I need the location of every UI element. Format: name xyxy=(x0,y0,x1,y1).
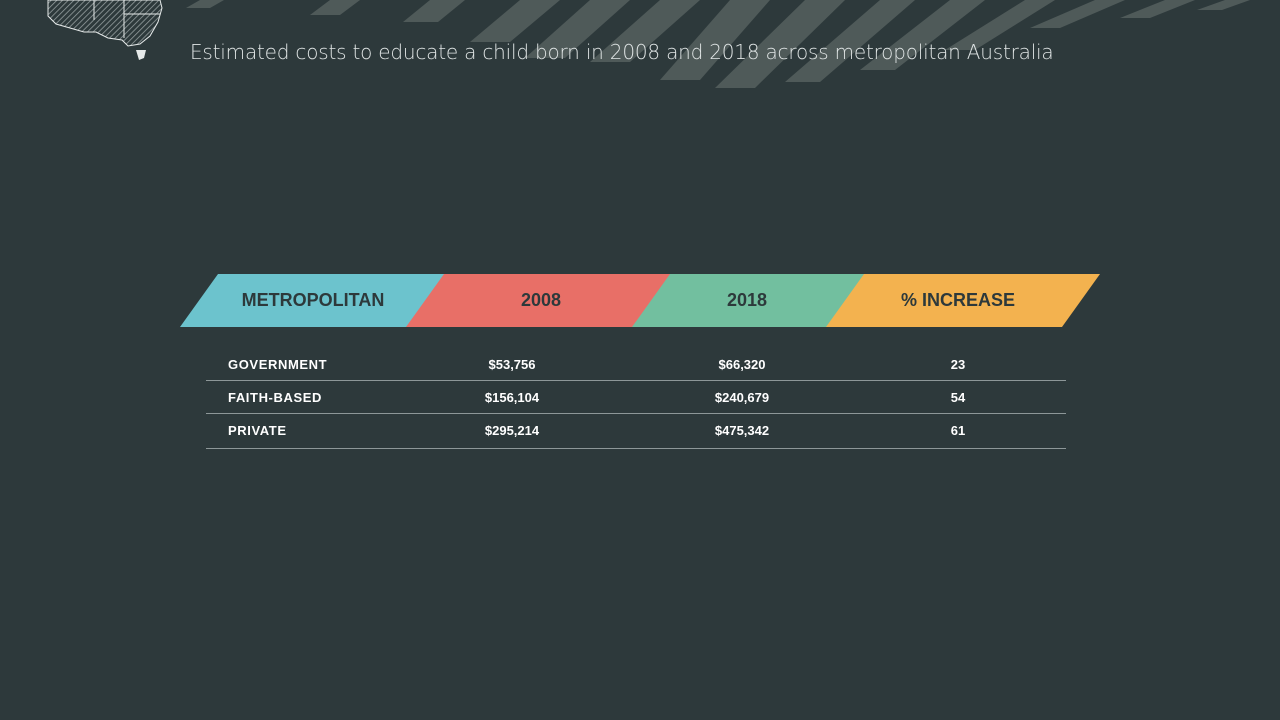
header-2018: 2018 xyxy=(726,290,768,310)
header-cell-increase-bg xyxy=(826,274,1100,327)
header-cell-metropolitan-bg xyxy=(180,274,456,327)
cost-table: GOVERNMENT $53,756 $66,320 23 FAITH-BASE… xyxy=(206,348,1066,449)
row-name: PRIVATE xyxy=(228,423,287,438)
header-cell-2008-bg xyxy=(406,274,682,327)
table-row: FAITH-BASED $156,104 $240,679 54 xyxy=(206,381,1066,414)
header-2008: 2008 xyxy=(520,290,562,310)
australia-map-icon xyxy=(47,0,163,60)
value-increase: 61 xyxy=(950,423,966,438)
row-name: FAITH-BASED xyxy=(228,390,322,405)
value-2018: $475,342 xyxy=(714,423,770,438)
row-name: GOVERNMENT xyxy=(228,357,328,372)
value-increase: 23 xyxy=(950,357,966,372)
value-2018: $240,679 xyxy=(714,390,770,405)
table-header-band xyxy=(180,274,1100,327)
decorative-stripes xyxy=(186,0,1250,88)
value-2008: $156,104 xyxy=(484,390,540,405)
value-increase: 54 xyxy=(950,390,966,405)
header-increase: % INCREASE xyxy=(900,290,1016,310)
value-2018: $66,320 xyxy=(718,357,766,372)
header-metropolitan: METROPOLITAN xyxy=(241,290,385,310)
table-row: GOVERNMENT $53,756 $66,320 23 xyxy=(206,348,1066,381)
table-row: PRIVATE $295,214 $475,342 61 xyxy=(206,414,1066,449)
subtitle: Estimated costs to educate a child born … xyxy=(190,40,1054,64)
header-cell-2018-bg xyxy=(632,274,876,327)
value-2008: $53,756 xyxy=(488,357,536,372)
value-2008: $295,214 xyxy=(484,423,540,438)
